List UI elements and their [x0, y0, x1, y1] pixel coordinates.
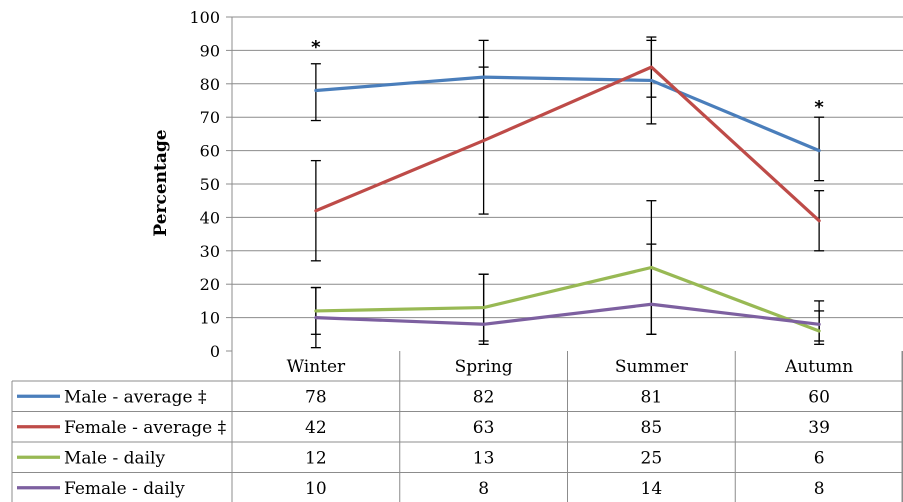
table-cell: 12	[305, 448, 327, 468]
error-bar	[310, 63, 321, 122]
series-line-3	[314, 265, 821, 333]
y-tick-label: 0	[210, 342, 220, 361]
table-cell: 60	[808, 387, 830, 407]
y-tick-label: 50	[200, 175, 220, 194]
table-cell: 8	[814, 479, 825, 499]
table-cell: 78	[305, 387, 327, 407]
y-tick-label: 80	[200, 75, 220, 94]
x-tick-label: Winter	[287, 357, 346, 377]
significance-marker: *	[311, 37, 321, 58]
table-cell: 63	[473, 418, 495, 438]
series-lines	[314, 65, 821, 333]
y-tick-label: 60	[200, 142, 220, 161]
legend-label: Female - average ‡	[64, 418, 227, 438]
y-tick-label: 20	[200, 275, 220, 294]
table-cell: 85	[641, 418, 663, 438]
grid-lines	[232, 16, 903, 319]
table-cell: 81	[641, 387, 663, 407]
y-tick-label: 90	[200, 41, 220, 60]
error-bar	[478, 273, 489, 345]
data-table: Winter Spring Summer Autumn Male - average ‡…	[11, 351, 903, 502]
y-tick-labels: 0 10 20 30 40 50 60 70 80 90 100	[189, 8, 220, 361]
axes	[226, 16, 233, 352]
significance-marker: *	[814, 97, 824, 118]
table-cell: 82	[473, 387, 495, 407]
table-cell: 13	[473, 448, 495, 468]
x-tick-label: Autumn	[784, 357, 853, 377]
x-tick-label: Summer	[615, 357, 689, 377]
table-cell: 14	[641, 479, 663, 499]
y-tick-label: 40	[200, 208, 220, 227]
table-cell: 8	[478, 479, 489, 499]
y-tick-label: 70	[200, 108, 220, 127]
table-cell: 25	[641, 448, 663, 468]
error-bar	[646, 243, 657, 335]
table-cell: 42	[305, 418, 327, 438]
series-line-4	[314, 302, 821, 326]
y-tick-label: 100	[189, 8, 220, 27]
y-tick-label: 10	[200, 309, 220, 328]
series-line-1	[314, 75, 821, 153]
error-bars	[310, 36, 825, 349]
legend-label: Female - daily	[64, 479, 185, 499]
annotations: **	[311, 37, 824, 118]
y-tick-label: 30	[200, 242, 220, 261]
y-axis-label: Percentage	[151, 129, 171, 236]
error-bar	[814, 300, 825, 342]
table-cell: 10	[305, 479, 327, 499]
series-line-2	[314, 65, 821, 223]
legend-label: Male - average ‡	[64, 387, 207, 407]
legend-label: Male - daily	[64, 448, 165, 468]
table-cell: 6	[814, 448, 825, 468]
x-tick-label: Spring	[455, 357, 513, 377]
table-cell: 39	[808, 418, 830, 438]
